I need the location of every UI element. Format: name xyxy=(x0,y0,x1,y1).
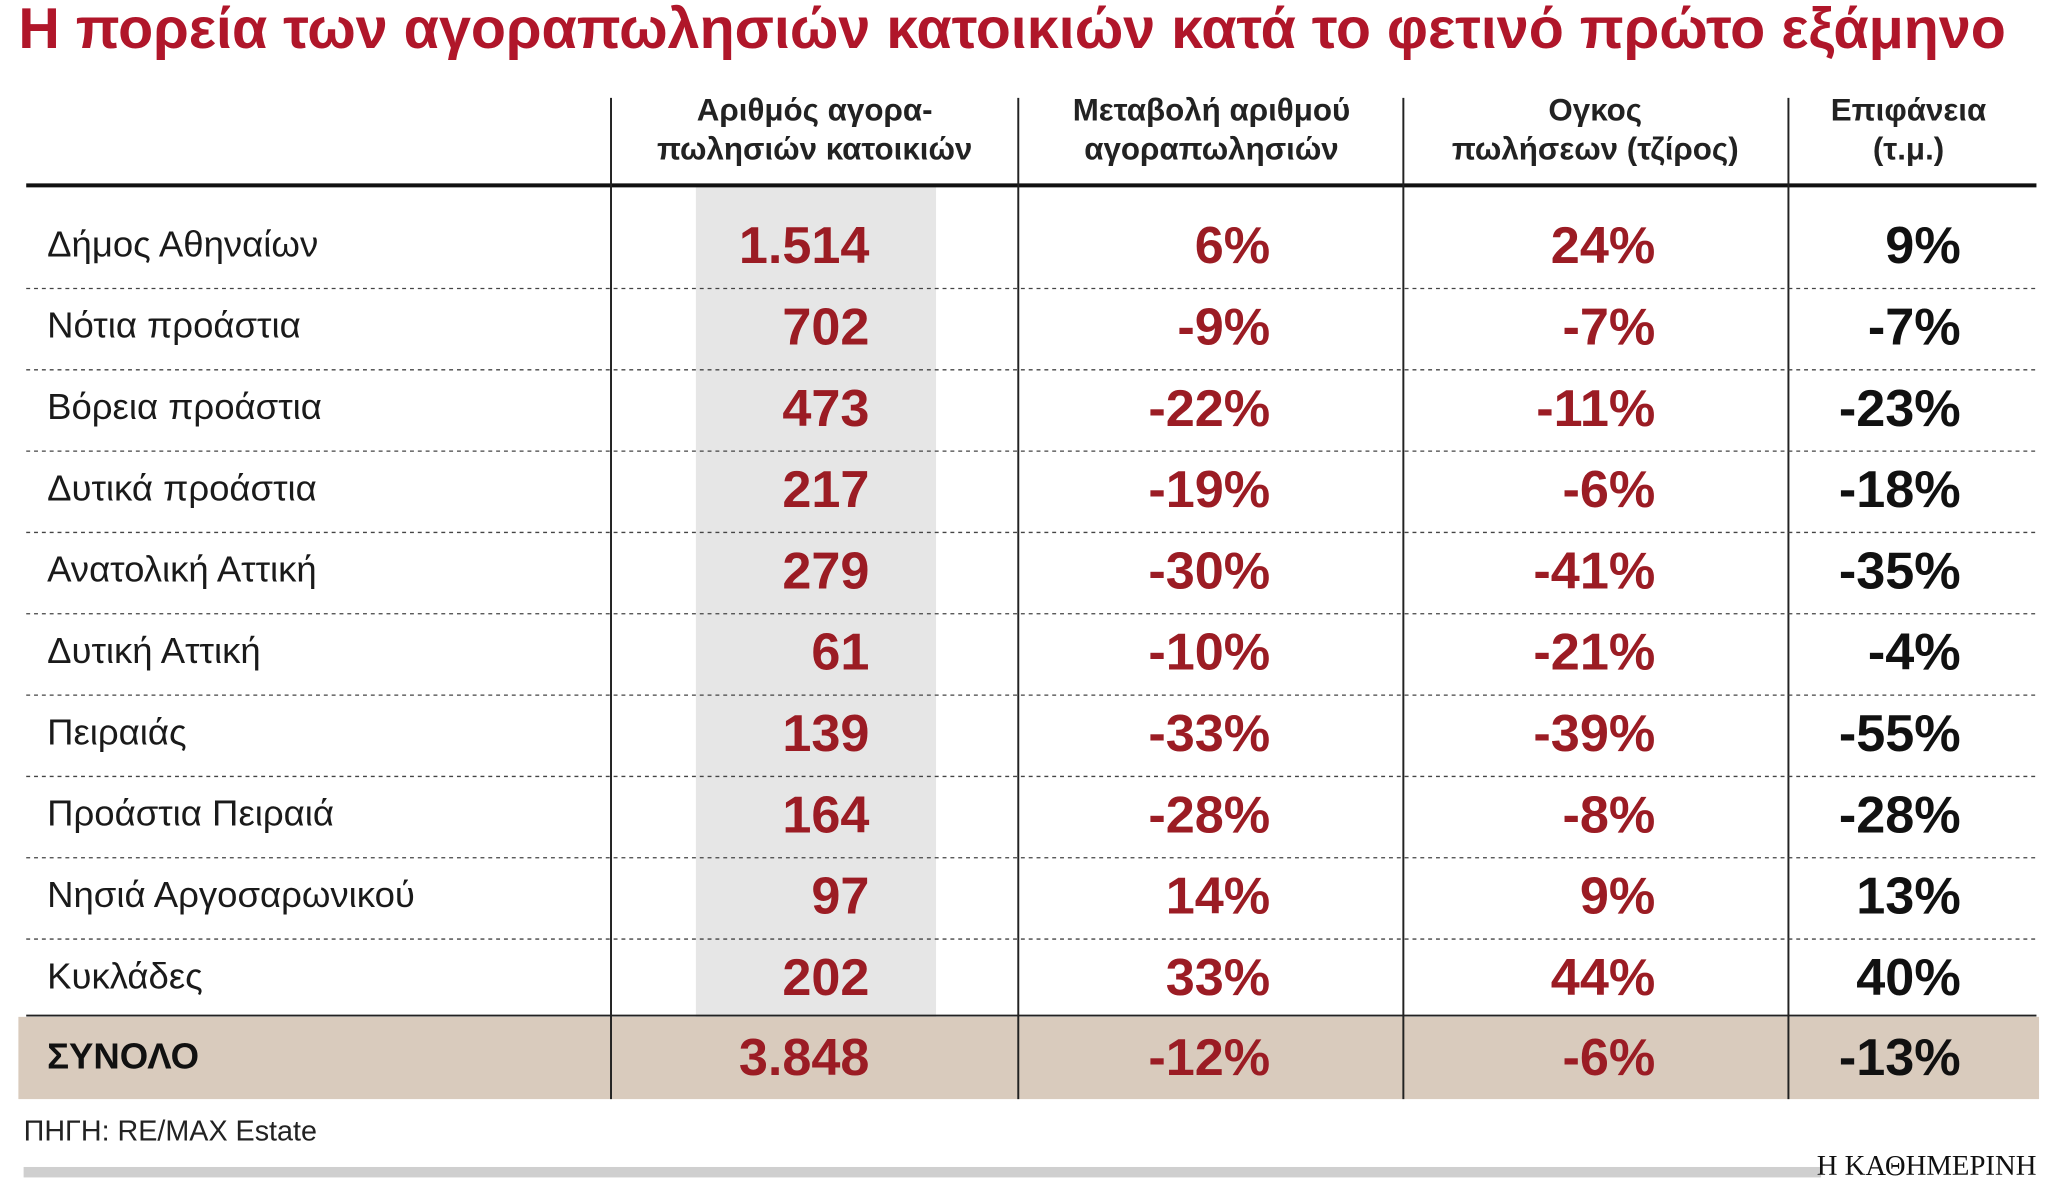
cell-value: 202 xyxy=(782,949,869,1007)
cell-value: 61 xyxy=(811,624,869,682)
row-label: Νησιά Αργοσαρωνικού xyxy=(47,874,415,915)
cell-value: -30% xyxy=(1148,542,1270,600)
cell-value: 33% xyxy=(1166,949,1270,1007)
cell-value: -39% xyxy=(1533,705,1655,763)
title: Η πορεία των αγοραπωλησιών κατοικιών κατ… xyxy=(18,0,2005,61)
cell-value: -22% xyxy=(1148,380,1270,438)
cell-value: 9% xyxy=(1580,868,1655,926)
row-label: Κυκλάδες xyxy=(47,955,203,996)
column-header: Επιφάνεια xyxy=(1831,93,1986,128)
cell-value: -7% xyxy=(1868,298,1961,356)
cell-value: -8% xyxy=(1562,786,1655,844)
row-label: Δυτικά προάστια xyxy=(47,467,317,508)
column-header: πωλήσεων (τζίρος) xyxy=(1452,132,1739,167)
cell-value: -7% xyxy=(1562,298,1655,356)
cell-value: 14% xyxy=(1166,868,1270,926)
row-label: Νότια προάστια xyxy=(47,305,301,346)
cell-value: 1.514 xyxy=(739,217,870,275)
column-header: (τ.μ.) xyxy=(1873,132,1944,167)
cell-value: -10% xyxy=(1148,624,1270,682)
cell-value: 24% xyxy=(1551,217,1655,275)
cell-value: -23% xyxy=(1839,380,1961,438)
column-dividers xyxy=(610,97,1790,1100)
cell-value: 139 xyxy=(782,705,869,763)
cell-value: 473 xyxy=(782,380,869,438)
total-value: -6% xyxy=(1562,1029,1655,1087)
total-value: 3.848 xyxy=(739,1029,870,1087)
cell-value: -11% xyxy=(1536,380,1655,438)
total-value: -13% xyxy=(1839,1029,1961,1087)
column-header: Αριθμός αγορα- xyxy=(697,93,933,128)
cell-value: -9% xyxy=(1177,298,1270,356)
cell-value: 6% xyxy=(1195,217,1270,275)
cell-value: -33% xyxy=(1148,705,1270,763)
cell-value: 279 xyxy=(782,542,869,600)
cell-value: -18% xyxy=(1839,461,1961,519)
row-label: Προάστια Πειραιά xyxy=(47,793,334,834)
cell-value: -55% xyxy=(1839,705,1961,763)
cell-value: 13% xyxy=(1856,868,1960,926)
row-label: Δήμος Αθηναίων xyxy=(47,223,318,264)
column-header: αγοραπωλησιών xyxy=(1084,132,1339,167)
cell-value: -35% xyxy=(1839,542,1961,600)
column-header: Ογκος xyxy=(1548,93,1642,128)
brand: Η ΚΑΘΗΜΕΡΙΝΗ xyxy=(1817,1150,2037,1182)
footer-bar xyxy=(23,1166,1822,1178)
column-header: πωλησιών κατοικιών xyxy=(657,132,972,167)
cell-value: 97 xyxy=(811,868,869,926)
column-highlight xyxy=(695,186,937,1017)
source: ΠΗΓΗ: RE/MAX Estate xyxy=(24,1116,317,1148)
cell-value: 9% xyxy=(1885,217,1960,275)
row-label: Δυτική Αττική xyxy=(47,630,261,671)
cell-value: -4% xyxy=(1868,624,1961,682)
cell-value: -21% xyxy=(1533,624,1655,682)
row-label: Βόρεια προάστια xyxy=(47,386,322,427)
total-label: ΣΥΝΟΛΟ xyxy=(47,1035,199,1076)
cell-value: 40% xyxy=(1856,949,1960,1007)
cell-value: 164 xyxy=(782,786,869,844)
cell-value: -28% xyxy=(1839,786,1961,844)
column-header: Μεταβολή αριθμού xyxy=(1073,93,1351,128)
cell-value: -19% xyxy=(1148,461,1270,519)
row-label: Ανατολική Αττική xyxy=(47,549,317,590)
cell-value: 702 xyxy=(782,298,869,356)
cell-value: -28% xyxy=(1148,786,1270,844)
total-background xyxy=(18,1016,2040,1100)
cell-value: -41% xyxy=(1533,542,1655,600)
cell-value: 44% xyxy=(1551,949,1655,1007)
row-label: Πειραιάς xyxy=(47,711,187,752)
total-value: -12% xyxy=(1148,1029,1270,1087)
cell-value: -6% xyxy=(1562,461,1655,519)
cell-value: 217 xyxy=(782,461,869,519)
